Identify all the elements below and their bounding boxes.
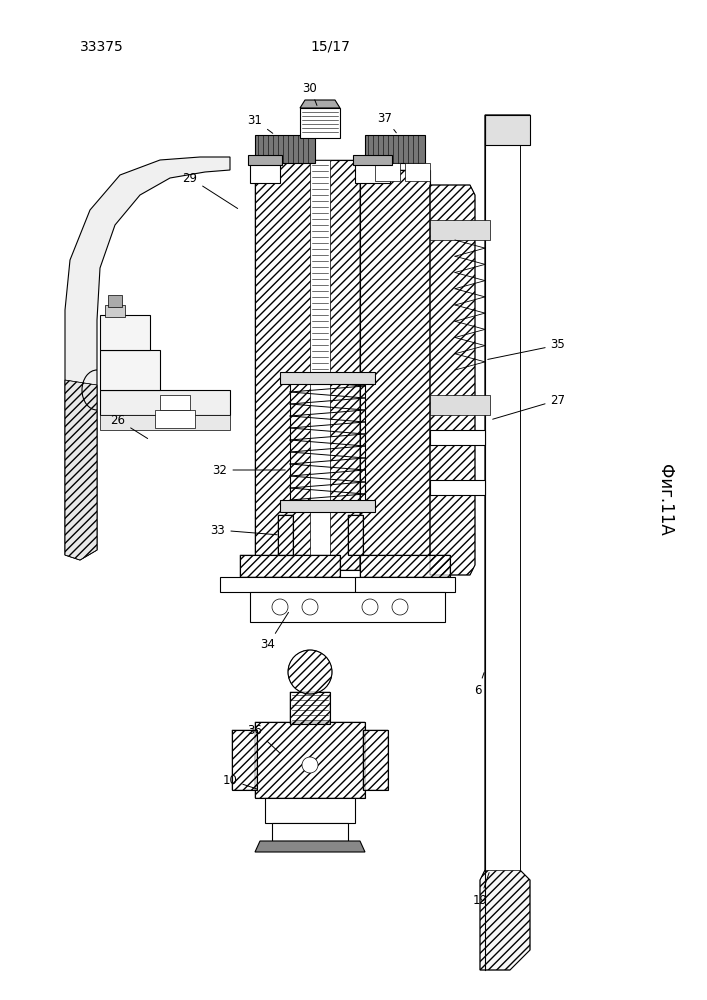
Polygon shape xyxy=(480,115,530,970)
Bar xyxy=(220,577,360,592)
Text: 6: 6 xyxy=(474,673,484,696)
Polygon shape xyxy=(65,380,97,560)
Text: 36: 36 xyxy=(247,724,280,753)
Polygon shape xyxy=(360,170,430,570)
Text: 33375: 33375 xyxy=(80,40,124,54)
Bar xyxy=(355,577,455,592)
Bar xyxy=(278,515,293,555)
Text: Фиг.11А: Фиг.11А xyxy=(656,464,674,536)
Bar xyxy=(232,730,257,790)
Bar xyxy=(265,798,355,823)
Circle shape xyxy=(392,599,408,615)
Bar xyxy=(355,163,390,183)
Bar xyxy=(430,395,490,415)
Bar xyxy=(100,390,230,415)
Text: 37: 37 xyxy=(378,111,397,133)
Bar xyxy=(280,500,375,512)
Text: 30: 30 xyxy=(303,82,317,105)
Bar xyxy=(108,295,122,307)
Bar xyxy=(100,350,160,390)
Bar xyxy=(255,722,365,798)
Bar xyxy=(348,515,363,555)
Bar xyxy=(365,135,425,163)
Bar xyxy=(310,160,330,580)
Text: 19: 19 xyxy=(472,873,489,906)
Bar xyxy=(353,155,392,165)
Polygon shape xyxy=(255,841,365,852)
Text: 26: 26 xyxy=(110,414,148,439)
Bar xyxy=(272,823,348,841)
Text: 34: 34 xyxy=(261,612,288,652)
Bar xyxy=(348,515,363,555)
Text: 32: 32 xyxy=(213,464,285,477)
Bar xyxy=(360,555,450,577)
Bar xyxy=(232,730,257,790)
Bar xyxy=(255,722,365,798)
Polygon shape xyxy=(485,115,530,145)
Bar xyxy=(160,395,190,410)
Text: 15/17: 15/17 xyxy=(310,40,350,54)
Bar xyxy=(290,692,330,724)
Bar xyxy=(280,372,375,384)
Bar xyxy=(155,410,195,428)
Polygon shape xyxy=(300,100,340,108)
Text: 10: 10 xyxy=(223,774,257,789)
Bar xyxy=(250,163,280,183)
Bar xyxy=(250,592,445,622)
Bar xyxy=(300,108,340,138)
Bar xyxy=(290,692,330,724)
Bar xyxy=(430,430,485,445)
Circle shape xyxy=(362,599,378,615)
Bar xyxy=(430,220,490,240)
Text: 29: 29 xyxy=(182,172,238,209)
Bar xyxy=(100,315,150,350)
Bar xyxy=(363,730,388,790)
Bar xyxy=(255,135,315,163)
Bar xyxy=(240,555,340,577)
Circle shape xyxy=(272,599,288,615)
Bar xyxy=(405,163,430,181)
Bar xyxy=(105,305,125,317)
Circle shape xyxy=(302,757,318,773)
Polygon shape xyxy=(65,157,230,560)
Bar xyxy=(363,730,388,790)
Bar xyxy=(248,155,282,165)
Bar xyxy=(100,415,230,430)
Circle shape xyxy=(288,650,332,694)
Circle shape xyxy=(302,599,318,615)
Text: 35: 35 xyxy=(488,338,566,359)
Bar xyxy=(278,515,293,555)
Text: 33: 33 xyxy=(211,524,277,536)
Bar xyxy=(375,163,400,181)
Polygon shape xyxy=(430,185,475,575)
Bar xyxy=(240,555,340,577)
Polygon shape xyxy=(255,160,360,570)
Bar xyxy=(430,480,485,495)
Bar xyxy=(360,555,450,577)
Polygon shape xyxy=(485,145,520,870)
Text: 31: 31 xyxy=(247,113,273,133)
Text: 27: 27 xyxy=(493,393,566,419)
